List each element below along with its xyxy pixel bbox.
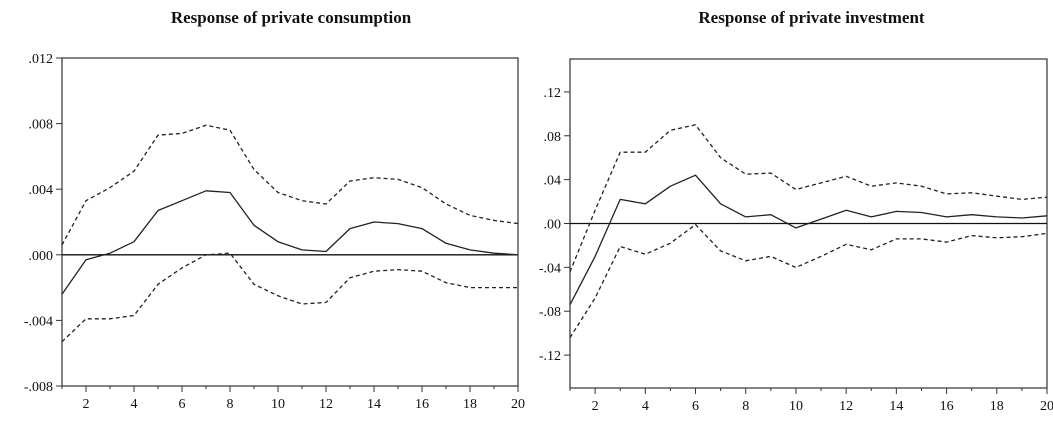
chart-title: Response of private consumption	[170, 8, 412, 27]
x-tick-label: 8	[742, 399, 749, 414]
y-tick-label: .08	[544, 130, 562, 145]
y-tick-label: .004	[29, 183, 54, 198]
x-tick-label: 10	[789, 399, 803, 414]
y-tick-label: -.04	[539, 261, 561, 276]
y-tick-label: .04	[544, 174, 562, 189]
chart-title: Response of private investment	[698, 8, 925, 27]
confidence-band-line	[569, 223, 1048, 338]
response-line	[61, 190, 519, 295]
x-tick-label: 18	[990, 399, 1004, 414]
x-tick-label: 4	[642, 399, 649, 414]
y-tick-label: -.004	[24, 314, 53, 329]
chart-panel-consumption: Response of private consumption -.008 -.0…	[0, 0, 525, 425]
y-tick-label: .00	[544, 218, 562, 233]
x-tick-label: 12	[319, 397, 333, 412]
x-tick-label: 16	[940, 399, 954, 414]
x-tick-label: 6	[692, 399, 699, 414]
y-tick-label: -.12	[539, 349, 561, 364]
confidence-band-line	[61, 252, 518, 343]
y-tick-label: .012	[29, 52, 54, 67]
confidence-band-line	[61, 124, 519, 246]
x-tick-label: 2	[83, 397, 90, 412]
x-tick-label: 16	[415, 397, 429, 412]
y-tick-label: .008	[29, 118, 54, 133]
x-tick-label: 20	[1040, 399, 1053, 414]
x-tick-label: 12	[839, 399, 853, 414]
x-tick-label: 4	[131, 397, 138, 412]
x-tick-label: 10	[271, 397, 285, 412]
x-tick-label: 20	[511, 397, 525, 412]
y-tick-label: -.008	[24, 380, 53, 395]
confidence-band-line	[569, 124, 1048, 273]
chart-panel-investment: Response of private investment -.12 -.08-…	[530, 0, 1053, 425]
x-tick-label: 6	[179, 397, 186, 412]
y-tick-label: .12	[544, 86, 562, 101]
y-tick-label: -.08	[539, 305, 561, 320]
plot-frame	[61, 57, 519, 387]
chart-consumption: -.008 -.004 .000 .004 .008 .012 2 4 6 8 10 12 14 16 18…	[24, 52, 525, 412]
x-tick-label: 14	[889, 399, 903, 414]
x-tick-label: 18	[463, 397, 477, 412]
x-tick-label: 14	[367, 397, 381, 412]
x-tick-label: 8	[227, 397, 234, 412]
chart-investment: -.12 -.08 -.04 .00 .04 .08 .12 2 4 6 8 10 12 14 16 18 20	[539, 58, 1053, 414]
y-tick-label: .000	[29, 249, 54, 264]
x-tick-label: 2	[592, 399, 599, 414]
response-line	[569, 174, 1048, 305]
